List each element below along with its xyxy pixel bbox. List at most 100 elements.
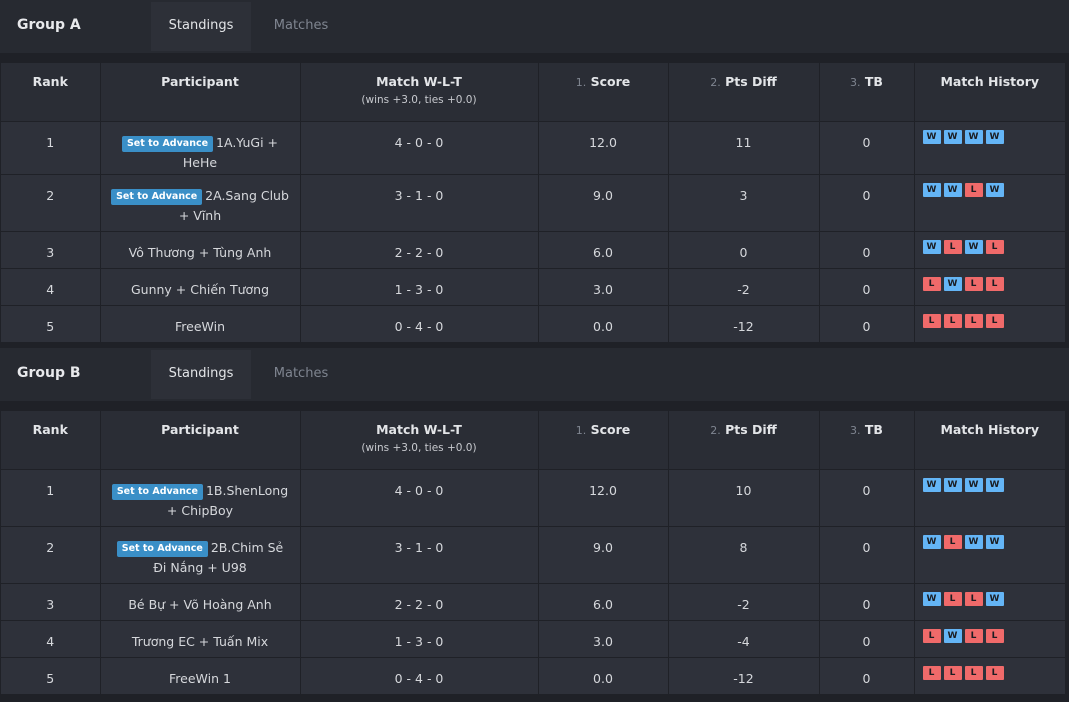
match-result-badge[interactable]: L: [922, 628, 941, 643]
score-cell: 3.0: [537, 267, 668, 305]
col-tb-order: 3.: [850, 76, 861, 89]
match-result-badge[interactable]: W: [964, 129, 983, 144]
col-rank-label: Rank: [32, 74, 68, 89]
match-result-badge[interactable]: W: [985, 477, 1004, 492]
ptsdiff-cell: 3: [667, 173, 819, 231]
ptsdiff-cell: -2: [667, 267, 819, 305]
match-result-badge[interactable]: L: [964, 182, 983, 197]
table-header-row: Rank Participant Match W-L-T (wins +3.0, ti…: [1, 411, 1065, 469]
wlt-cell: 3 - 1 - 0: [299, 525, 538, 583]
col-rank-header: Rank: [1, 63, 100, 121]
match-result-badge[interactable]: W: [985, 591, 1004, 606]
col-score-header[interactable]: 1. Score: [537, 63, 668, 121]
col-tb-header[interactable]: 3. TB: [818, 63, 914, 121]
participant-cell: FreeWin: [99, 304, 300, 342]
match-result-badge[interactable]: L: [985, 276, 1004, 291]
match-result-badge[interactable]: W: [922, 534, 941, 549]
set-to-advance-button[interactable]: Set to Advance: [121, 135, 214, 152]
tb-cell: 0: [818, 173, 914, 231]
set-to-advance-button[interactable]: Set to Advance: [111, 188, 203, 205]
match-result-badge[interactable]: L: [964, 276, 983, 291]
set-to-advance-button[interactable]: Set to Advance: [111, 483, 203, 500]
tb-cell: 0: [818, 120, 914, 174]
tb-cell: 0: [818, 267, 914, 305]
match-result-badge[interactable]: L: [964, 313, 983, 328]
participant-cell: Set to Advance 1A.YuGi + HeHe: [99, 120, 300, 174]
match-result-badge[interactable]: L: [964, 628, 983, 643]
participant-cell: Set to Advance 2A.Sang Club + Vĩnh: [99, 173, 300, 231]
match-result-badge[interactable]: L: [922, 665, 941, 680]
participant-cell: Gunny + Chiến Tương: [99, 267, 300, 305]
table-row: 1 Set to Advance 1A.YuGi + HeHe 4 - 0 - 0 12…: [1, 120, 1065, 174]
col-history-header: Match History: [913, 411, 1065, 469]
wlt-cell: 2 - 2 - 0: [299, 582, 538, 620]
tab-standings[interactable]: Standings: [151, 2, 251, 51]
match-result-badge[interactable]: L: [943, 591, 962, 606]
participant-cell: Bé Bự + Võ Hoàng Anh: [99, 582, 300, 620]
match-result-badge[interactable]: W: [922, 591, 941, 606]
match-result-badge[interactable]: L: [943, 665, 962, 680]
tab-matches[interactable]: Matches: [273, 18, 329, 33]
col-ptsdiff-header[interactable]: 2. Pts Diff: [667, 411, 819, 469]
match-result-badge[interactable]: W: [985, 182, 1004, 197]
col-participant-header: Participant: [99, 63, 300, 121]
rank-cell: 2: [1, 173, 100, 231]
match-result-badge[interactable]: L: [964, 591, 983, 606]
match-result-badge[interactable]: W: [964, 534, 983, 549]
match-result-badge[interactable]: L: [943, 239, 962, 254]
match-result-badge[interactable]: L: [922, 276, 941, 291]
ptsdiff-cell: -4: [667, 619, 819, 657]
match-result-badge[interactable]: W: [985, 534, 1004, 549]
wlt-cell: 0 - 4 - 0: [299, 304, 538, 342]
match-result-badge[interactable]: L: [985, 665, 1004, 680]
participant-cell: Trương EC + Tuấn Mix: [99, 619, 300, 657]
participant-cell: Vô Thương + Tùng Anh: [99, 230, 300, 268]
col-ptsdiff-header[interactable]: 2. Pts Diff: [667, 63, 819, 121]
match-result-badge[interactable]: W: [964, 239, 983, 254]
match-result-badge[interactable]: W: [943, 129, 962, 144]
col-ptsdiff-order: 2.: [710, 424, 721, 437]
set-to-advance-button[interactable]: Set to Advance: [116, 540, 208, 557]
col-wlt-header: Match W-L-T (wins +3.0, ties +0.0): [299, 411, 538, 469]
match-result-badge[interactable]: W: [943, 628, 962, 643]
match-result-badge[interactable]: W: [964, 477, 983, 492]
match-result-badge[interactable]: L: [985, 313, 1004, 328]
table-row: 3 Bé Bự + Võ Hoàng Anh 2 - 2 - 0 6.0 -2 0 W L L W: [1, 582, 1065, 620]
match-result-badge[interactable]: W: [943, 276, 962, 291]
wlt-cell: 2 - 2 - 0: [299, 230, 538, 268]
col-history-header: Match History: [913, 63, 1065, 121]
col-wlt-header: Match W-L-T (wins +3.0, ties +0.0): [299, 63, 538, 121]
match-result-badge[interactable]: L: [964, 665, 983, 680]
participant-name: 1A.YuGi + HeHe: [182, 134, 279, 170]
table-row: 1 Set to Advance 1B.ShenLong + ChipBoy 4 - …: [1, 468, 1065, 526]
group-title: Group B: [17, 365, 81, 381]
match-result-badge[interactable]: L: [985, 628, 1004, 643]
match-result-badge[interactable]: W: [922, 477, 941, 492]
match-result-badge[interactable]: L: [985, 239, 1004, 254]
participant-name: Vô Thương + Tùng Anh: [128, 244, 272, 260]
match-result-badge[interactable]: W: [922, 129, 941, 144]
tab-matches[interactable]: Matches: [273, 366, 329, 381]
rank-cell: 1: [1, 468, 100, 526]
ptsdiff-cell: 10: [667, 468, 819, 526]
match-result-badge[interactable]: W: [985, 129, 1004, 144]
score-cell: 12.0: [537, 120, 668, 174]
col-score-header[interactable]: 1. Score: [537, 411, 668, 469]
match-result-badge[interactable]: W: [922, 239, 941, 254]
participant-cell: Set to Advance 1B.ShenLong + ChipBoy: [99, 468, 300, 526]
tab-standings[interactable]: Standings: [151, 350, 251, 399]
match-result-badge[interactable]: L: [922, 313, 941, 328]
match-result-badge[interactable]: W: [943, 182, 962, 197]
match-result-badge[interactable]: L: [943, 313, 962, 328]
participant-name: 1B.ShenLong + ChipBoy: [166, 482, 289, 518]
col-tb-header[interactable]: 3. TB: [818, 411, 914, 469]
match-result-badge[interactable]: W: [943, 477, 962, 492]
match-result-badge[interactable]: W: [922, 182, 941, 197]
wlt-cell: 4 - 0 - 0: [299, 120, 538, 174]
participant-name: 2B.Chim Sẻ Đi Nắng + U98: [153, 539, 284, 575]
match-result-badge[interactable]: L: [943, 534, 962, 549]
ptsdiff-cell: 0: [667, 230, 819, 268]
col-history-label: Match History: [940, 422, 1040, 437]
